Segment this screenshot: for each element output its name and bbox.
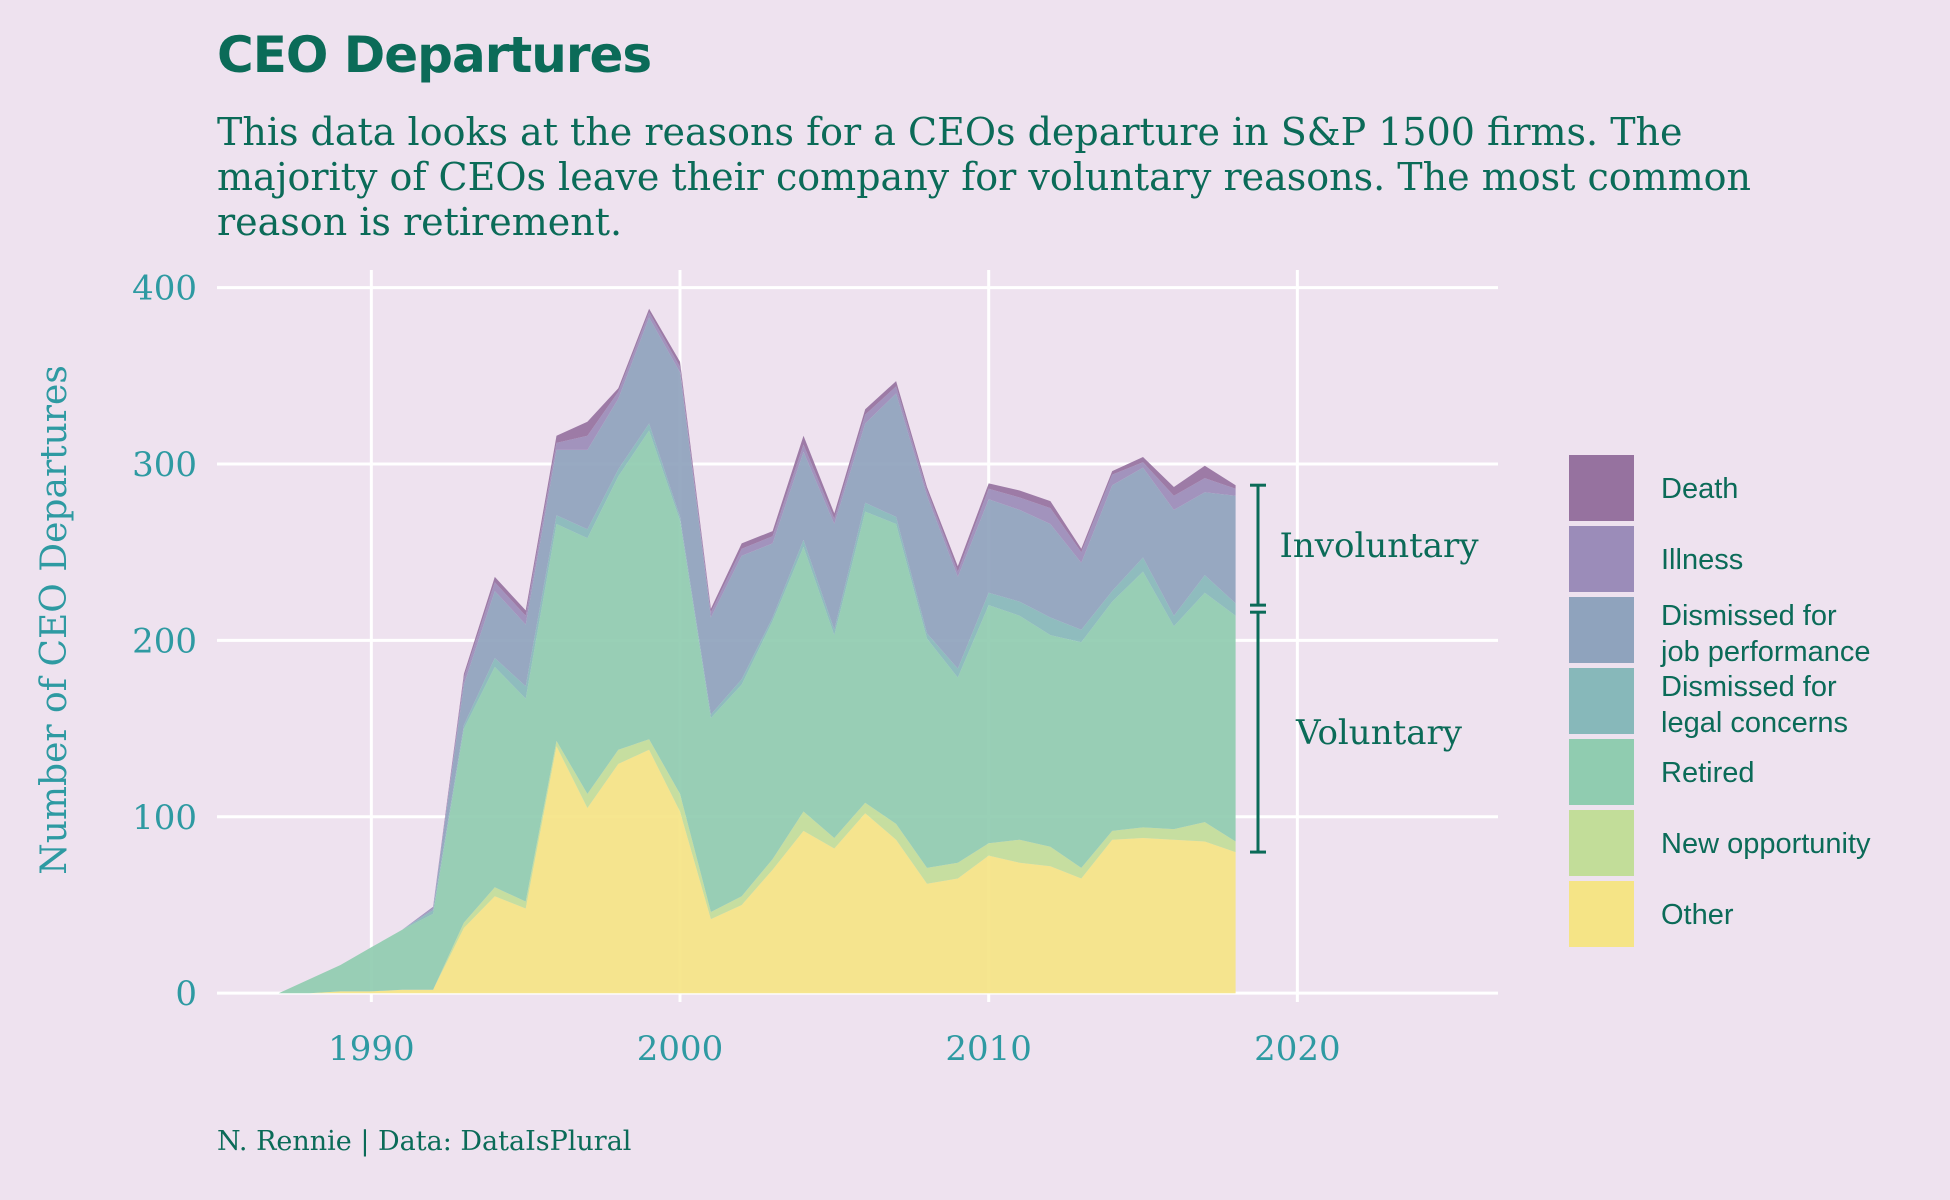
y-tick-label: 200	[132, 621, 197, 661]
legend-label-illness: Illness	[1661, 544, 1743, 576]
chart-title: CEO Departures	[217, 26, 652, 84]
legend-label-line: Dismissed for	[1661, 600, 1837, 632]
legend-label-dismissed-for-legal-concerns: Dismissed for legal concerns	[1661, 671, 1848, 739]
legend-swatch-dismissed-for-job-performance	[1569, 597, 1634, 663]
chart-subtitle: This data looks at the reasons for a CEO…	[217, 110, 1752, 244]
legend-label-line: Dismissed for	[1661, 671, 1837, 703]
stacked-areas	[278, 308, 1236, 994]
y-tick-label: 100	[132, 798, 197, 838]
legend-swatch-dismissed-for-legal-concerns	[1569, 668, 1634, 734]
y-tick-label: 0	[175, 974, 197, 1014]
area-other	[278, 746, 1236, 994]
x-tick-label: 2020	[1254, 1029, 1341, 1069]
legend-label-retired: Retired	[1661, 757, 1755, 789]
source-caption: N. Rennie | Data: DataIsPlural	[217, 1126, 632, 1157]
y-axis-label: Number of CEO Departures	[34, 365, 75, 875]
legend-swatch-new-opportunity	[1569, 810, 1634, 876]
legend-label-other: Other	[1661, 899, 1734, 931]
legend-swatch-retired	[1569, 739, 1634, 805]
legend-label-death: Death	[1661, 473, 1738, 505]
legend-swatch-other	[1569, 881, 1634, 947]
legend-label-line: job performance	[1660, 636, 1871, 668]
legend-swatch-illness	[1569, 526, 1634, 592]
x-tick-label: 1990	[328, 1029, 415, 1069]
annotation-involuntary: Involuntary	[1279, 526, 1479, 566]
axis-tick-labels: 0 100 200 300 400 1990 2000 2010 2020	[132, 269, 1341, 1069]
bracket-annotations: Involuntary Voluntary	[1250, 483, 1479, 854]
area-retired	[278, 430, 1236, 994]
x-tick-label: 2010	[945, 1029, 1032, 1069]
y-tick-label: 400	[132, 269, 197, 309]
y-tick-label: 300	[132, 445, 197, 485]
annotation-voluntary: Voluntary	[1295, 713, 1463, 753]
legend-label-dismissed-for-job-performance: Dismissed for job performance	[1660, 600, 1871, 668]
x-tick-label: 2000	[637, 1029, 724, 1069]
legend-label-line: legal concerns	[1661, 707, 1848, 739]
legend-label-new-opportunity: New opportunity	[1661, 828, 1871, 860]
legend-swatch-death	[1569, 455, 1634, 521]
